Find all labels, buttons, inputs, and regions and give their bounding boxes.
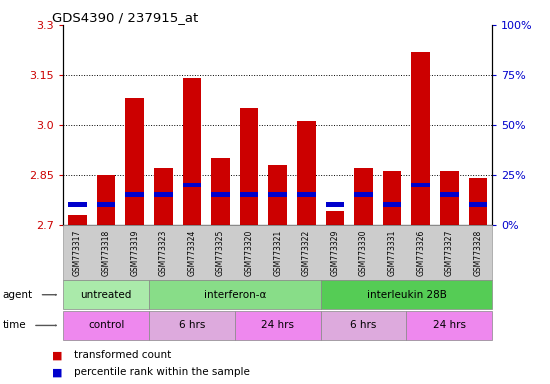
Bar [125, 98, 144, 225]
Text: GSM773318: GSM773318 [102, 229, 111, 276]
Text: ■: ■ [52, 367, 63, 377]
Bar [383, 202, 402, 207]
Text: GSM773326: GSM773326 [416, 229, 425, 276]
Bar [297, 121, 316, 225]
Text: GDS4390 / 237915_at: GDS4390 / 237915_at [52, 12, 199, 25]
Bar [440, 192, 459, 197]
Text: interferon-α: interferon-α [204, 290, 266, 300]
Bar [297, 192, 316, 197]
Text: GSM773323: GSM773323 [159, 229, 168, 276]
Bar [240, 192, 258, 197]
Bar [326, 211, 344, 225]
Bar [469, 178, 487, 225]
Text: GSM773322: GSM773322 [302, 229, 311, 276]
Bar [68, 202, 87, 207]
Bar [211, 192, 230, 197]
Bar [469, 202, 487, 207]
Text: percentile rank within the sample: percentile rank within the sample [74, 367, 250, 377]
Bar [268, 165, 287, 225]
Bar [97, 175, 116, 225]
Text: time: time [3, 320, 26, 331]
Text: GSM773327: GSM773327 [445, 229, 454, 276]
Bar [97, 202, 116, 207]
Text: transformed count: transformed count [74, 350, 172, 360]
Bar [411, 182, 430, 187]
Bar [383, 171, 402, 225]
Bar [183, 78, 201, 225]
Text: ■: ■ [52, 350, 63, 360]
Text: 6 hrs: 6 hrs [350, 320, 377, 331]
Text: agent: agent [3, 290, 33, 300]
Text: interleukin 28B: interleukin 28B [366, 290, 447, 300]
Text: GSM773317: GSM773317 [73, 229, 82, 276]
Text: GSM773330: GSM773330 [359, 229, 368, 276]
Bar [68, 215, 87, 225]
Bar [268, 192, 287, 197]
Bar [240, 108, 258, 225]
Bar [411, 51, 430, 225]
Bar [211, 158, 230, 225]
Text: untreated: untreated [80, 290, 132, 300]
Text: GSM773320: GSM773320 [245, 229, 254, 276]
Bar [354, 192, 373, 197]
Text: control: control [88, 320, 124, 331]
Bar [125, 192, 144, 197]
Bar [440, 171, 459, 225]
Text: 24 hrs: 24 hrs [261, 320, 294, 331]
Bar [326, 202, 344, 207]
Text: 24 hrs: 24 hrs [433, 320, 466, 331]
Text: 6 hrs: 6 hrs [179, 320, 205, 331]
Bar [154, 192, 173, 197]
Bar [154, 168, 173, 225]
Text: GSM773324: GSM773324 [188, 229, 196, 276]
Text: GSM773321: GSM773321 [273, 229, 282, 276]
Text: GSM773329: GSM773329 [331, 229, 339, 276]
Bar [183, 182, 201, 187]
Text: GSM773319: GSM773319 [130, 229, 139, 276]
Text: GSM773331: GSM773331 [388, 229, 397, 276]
Text: GSM773328: GSM773328 [474, 229, 482, 276]
Bar [354, 168, 373, 225]
Text: GSM773325: GSM773325 [216, 229, 225, 276]
